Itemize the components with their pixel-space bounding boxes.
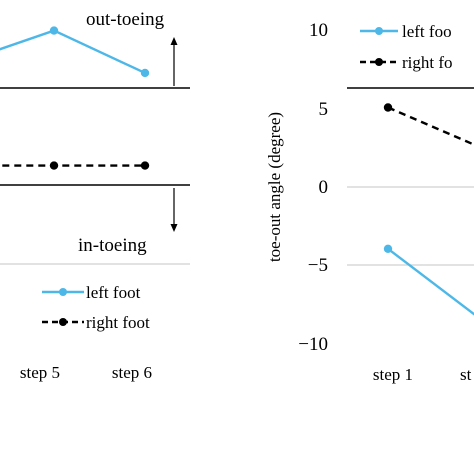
data-point-left-foot-0-panel-1	[383, 244, 393, 253]
right-panel: toe-out angle (degree) 10 5 0 −5 −10 lef…	[265, 20, 474, 384]
series-line-right-foot-panel-1	[387, 106, 474, 146]
y-tick-label-10: 10	[309, 20, 328, 41]
legend-swatch-left-foot-right-panel	[360, 27, 398, 35]
legend-swatch-right-foot	[42, 318, 84, 326]
up-arrow	[170, 37, 178, 86]
legend-swatch-left-foot	[42, 288, 84, 296]
left-series-layer	[0, 26, 150, 170]
left-legend: left foot right foot	[42, 283, 150, 332]
legend-label-right-foot-right-panel: right fo	[402, 53, 453, 72]
y-tick-label-minus-10: −10	[298, 334, 328, 355]
down-arrow	[170, 188, 178, 232]
data-point-right-foot-1-panel-0	[49, 161, 59, 170]
data-point-right-foot-0-panel-1	[383, 103, 393, 112]
x-tick-label-step-6: step 6	[112, 363, 152, 382]
in-toeing-label: in-toeing	[78, 235, 147, 256]
legend-swatch-right-foot-right-panel	[360, 58, 398, 66]
data-point-left-foot-2-panel-0	[140, 68, 150, 78]
legend-label-left-foot-right-panel: left foo	[402, 22, 452, 41]
series-line-left-foot-panel-1	[387, 247, 474, 316]
right-series-layer	[383, 103, 474, 316]
out-toeing-label: out-toeing	[86, 9, 165, 30]
series-line-left-foot-panel-0	[0, 29, 146, 75]
y-axis-title: toe-out angle (degree)	[265, 112, 284, 262]
legend-label-left-foot: left foot	[86, 283, 141, 302]
legend-label-right-foot: right foot	[86, 313, 150, 332]
left-panel: out-toeing in-toeing left foot right foo…	[0, 9, 190, 382]
y-tick-label-5: 5	[319, 99, 329, 120]
x-tick-label-step-5: step 5	[20, 363, 60, 382]
x-tick-label-step-1: step 1	[373, 365, 413, 384]
x-tick-label-step-2-partial: st	[460, 365, 472, 384]
data-point-left-foot-1-panel-0	[49, 26, 59, 35]
right-legend: left foo right fo	[360, 22, 453, 72]
y-tick-label-minus-5: −5	[308, 255, 328, 276]
y-tick-label-0: 0	[319, 177, 329, 198]
data-point-right-foot-2-panel-0	[140, 161, 150, 170]
